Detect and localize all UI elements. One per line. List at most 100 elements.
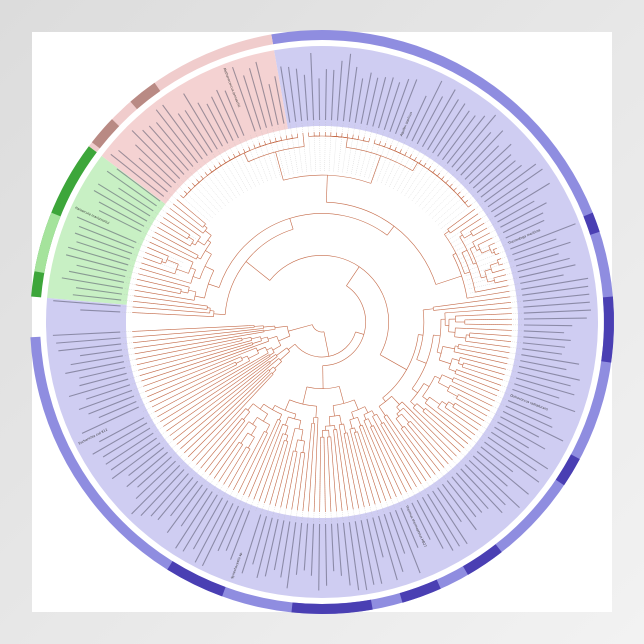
branch-arc <box>274 405 296 415</box>
label-slot <box>432 490 468 545</box>
branch <box>213 313 226 315</box>
branch <box>274 325 288 328</box>
branch <box>444 407 451 412</box>
branch <box>371 410 375 416</box>
branch <box>468 323 512 326</box>
branch <box>494 280 504 284</box>
branch <box>472 232 479 237</box>
branch <box>458 363 463 366</box>
label-slot <box>472 154 512 189</box>
label-slot <box>514 241 571 261</box>
leaf-guide <box>289 470 299 520</box>
label-slot <box>378 77 394 129</box>
branch-arc <box>383 414 387 417</box>
branch <box>364 406 369 413</box>
label-slot <box>255 61 273 127</box>
leaf-guide <box>218 150 245 194</box>
label-slot <box>111 442 161 480</box>
branch <box>194 307 208 310</box>
branch <box>326 175 328 203</box>
ring-segment <box>583 212 600 235</box>
branch <box>449 410 479 431</box>
label-slot <box>468 459 520 509</box>
leaf-guide <box>223 147 249 192</box>
label-slot <box>455 132 492 172</box>
branch <box>466 297 471 299</box>
branch <box>308 428 315 512</box>
label-slot <box>65 254 127 272</box>
branch <box>185 281 191 284</box>
branch <box>475 333 512 337</box>
label-slot <box>502 212 544 234</box>
branch <box>170 286 182 290</box>
label-slot <box>76 241 131 260</box>
branch <box>166 259 179 265</box>
branch <box>164 254 169 257</box>
leaf-guide <box>328 122 332 173</box>
branch <box>416 359 427 364</box>
branch <box>480 285 509 292</box>
branch <box>285 135 288 140</box>
branch <box>271 358 280 365</box>
label-slot <box>110 437 157 471</box>
label-slot <box>480 446 514 473</box>
label-slot <box>354 78 364 123</box>
branch <box>343 433 346 440</box>
leaf-guide <box>407 157 437 200</box>
label-slot <box>522 348 562 355</box>
label-slot <box>491 431 549 470</box>
branch <box>404 426 412 436</box>
branch <box>184 190 188 195</box>
label-slot <box>224 90 245 136</box>
branch <box>176 364 272 445</box>
branch <box>500 269 505 271</box>
branch-arc <box>297 439 305 442</box>
ring-segment <box>91 119 120 149</box>
branch <box>448 331 456 333</box>
leaf-guide <box>295 123 303 174</box>
branch <box>285 435 289 442</box>
branch <box>291 456 301 510</box>
branch <box>173 203 194 220</box>
branch <box>263 328 276 332</box>
label-slot <box>162 104 203 160</box>
label-slot <box>56 337 121 344</box>
branch-arc <box>180 289 182 294</box>
branch <box>188 236 194 241</box>
branch <box>440 296 511 307</box>
label-slot <box>197 102 223 147</box>
label-slot <box>460 130 504 176</box>
clade-pink <box>101 50 288 205</box>
label-slot <box>522 285 589 296</box>
label-slot <box>411 80 443 142</box>
label-slot <box>98 209 142 233</box>
branch <box>254 329 264 332</box>
label-slot <box>118 187 154 212</box>
branch <box>184 373 269 454</box>
leaf-guide <box>400 151 427 195</box>
branch-arc <box>209 308 211 314</box>
leaf-guide <box>233 142 257 188</box>
branch <box>260 336 268 340</box>
branch <box>357 135 360 140</box>
leaf-guide <box>454 228 499 252</box>
label-slot <box>166 484 203 533</box>
branch <box>452 406 457 410</box>
branch <box>242 340 252 344</box>
branch-arc <box>452 403 456 408</box>
branch <box>416 403 425 411</box>
leaf-guide <box>471 337 521 343</box>
branch <box>414 432 445 468</box>
branch <box>200 420 241 469</box>
leaf-guide <box>418 168 451 208</box>
branch <box>186 298 195 301</box>
branch <box>370 155 381 184</box>
label-slot <box>183 93 218 150</box>
label-slot <box>80 349 123 357</box>
label-slot <box>150 473 189 517</box>
branch <box>238 151 241 156</box>
branch <box>455 345 459 347</box>
label-slot <box>155 122 194 167</box>
leaf-guide <box>324 471 326 522</box>
